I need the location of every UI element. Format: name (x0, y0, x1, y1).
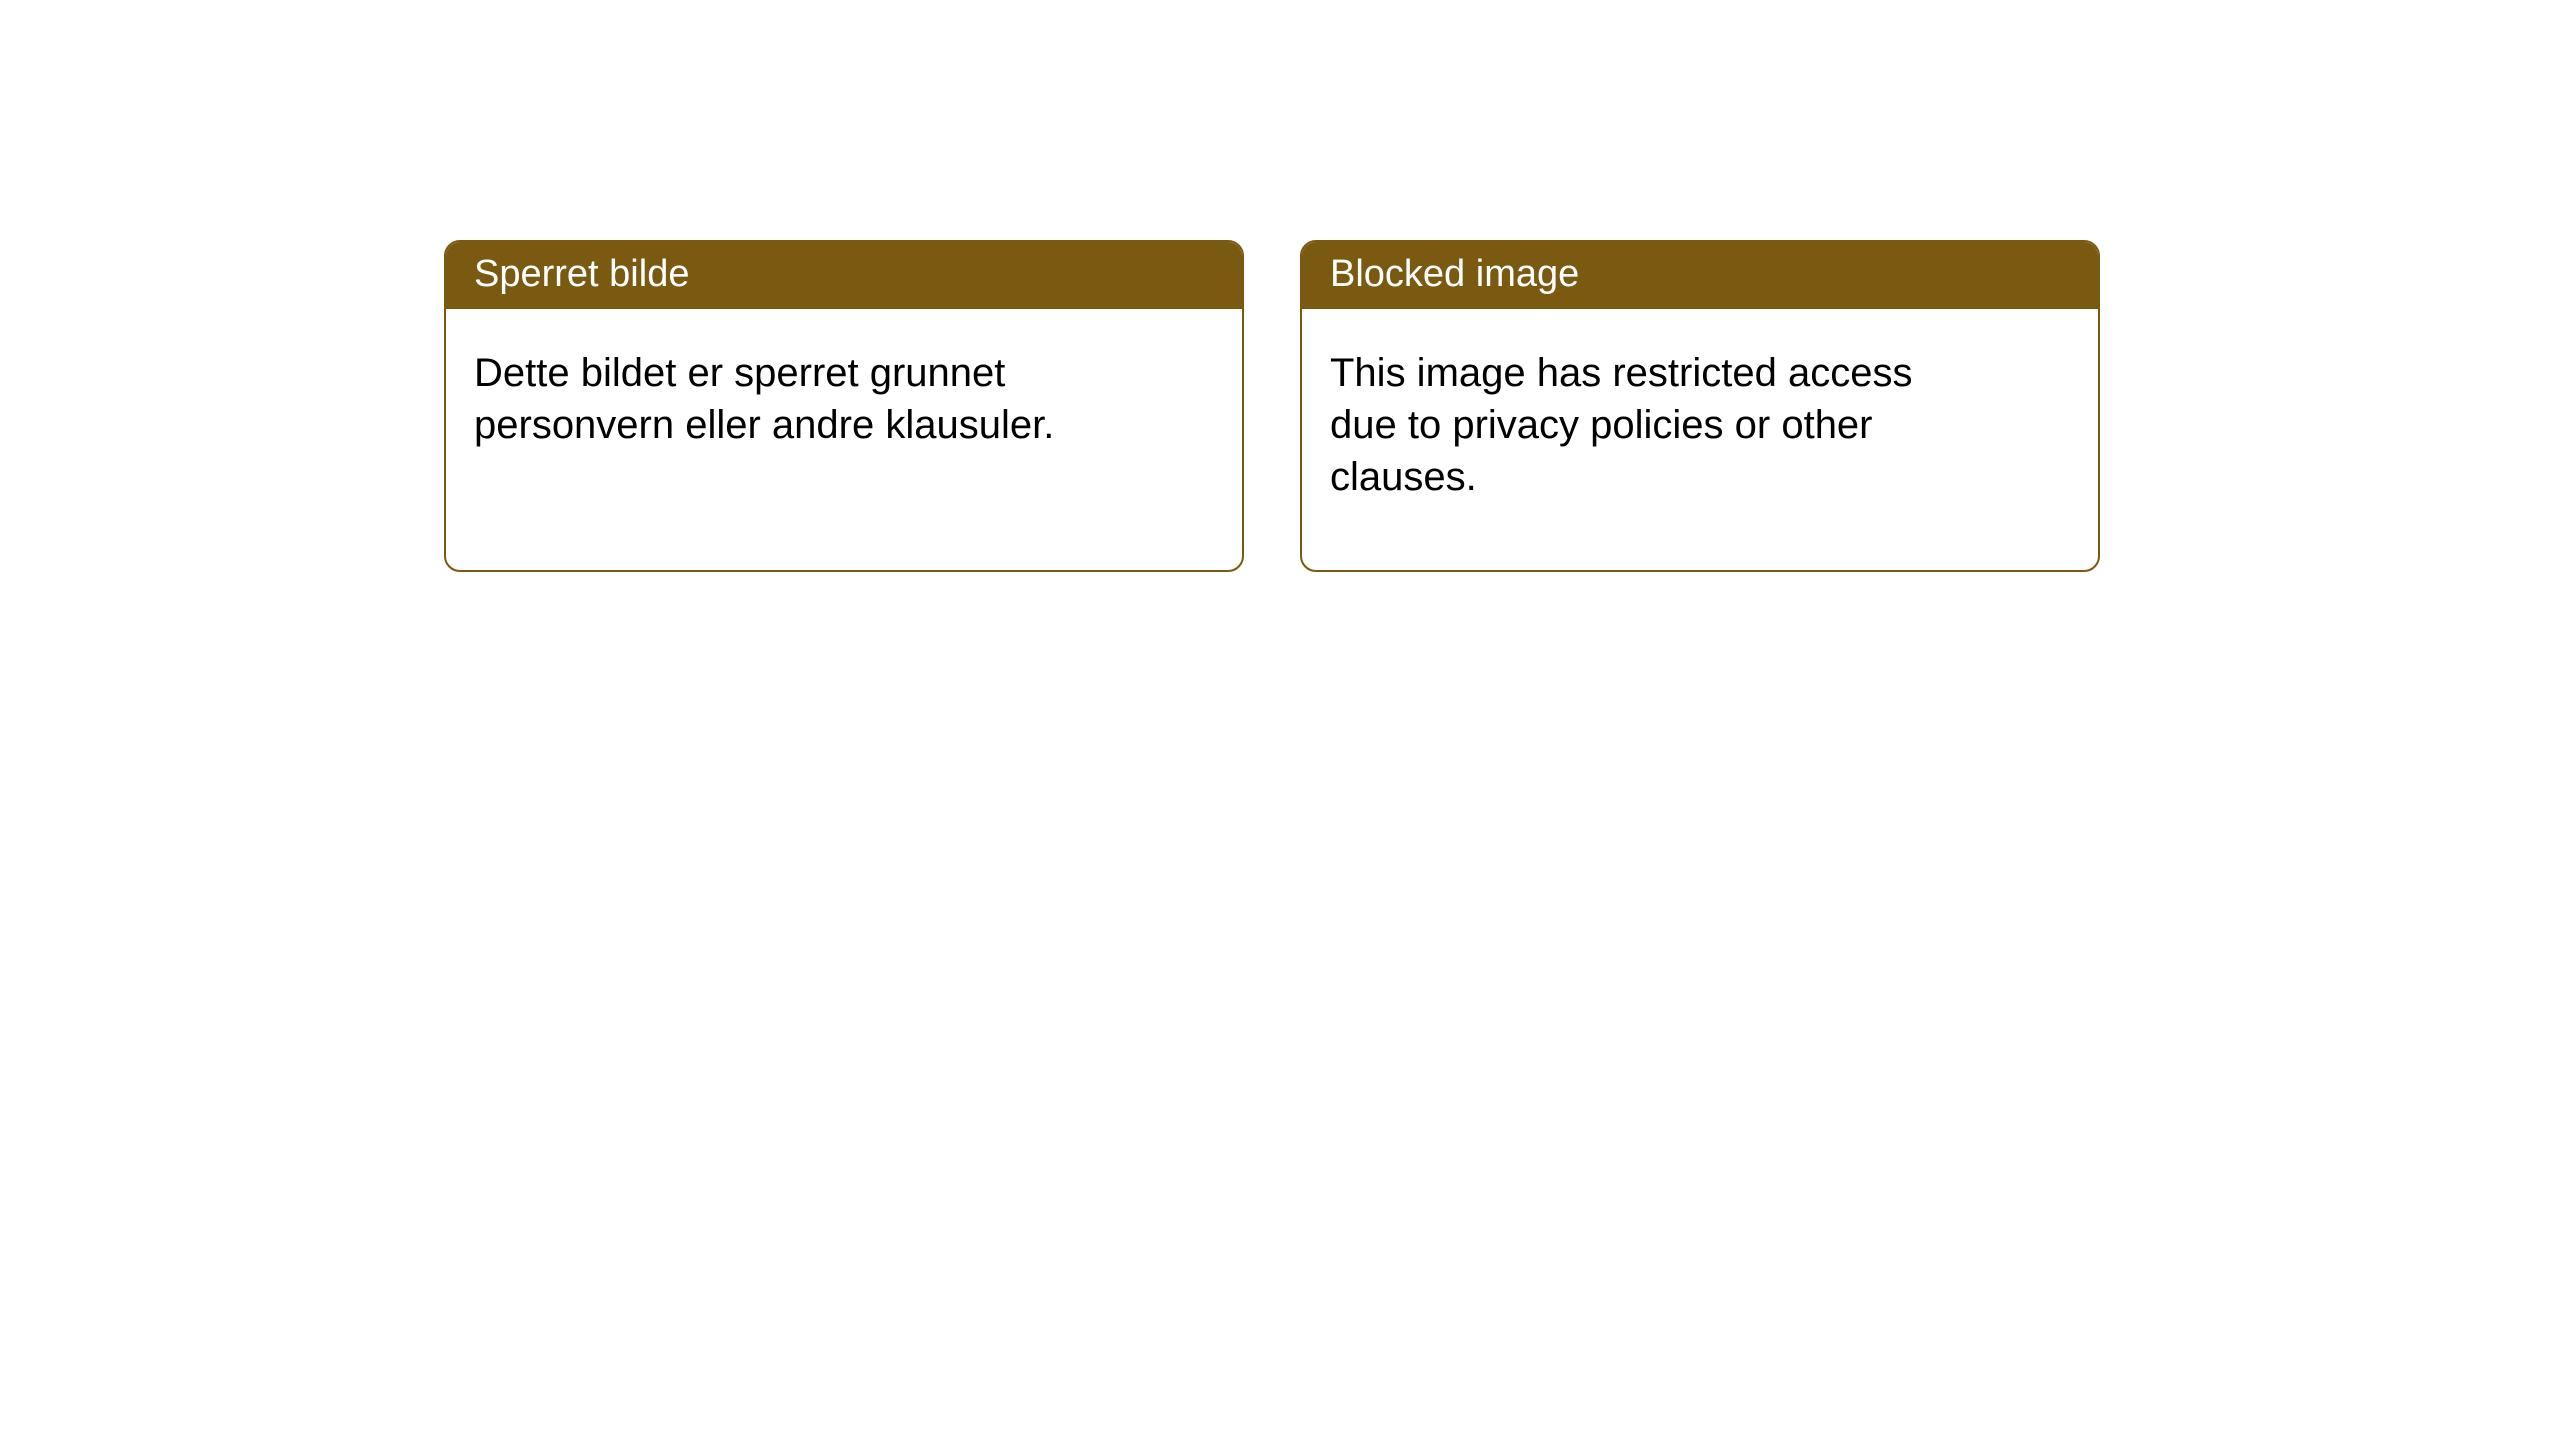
card-message: Dette bildet er sperret grunnet personve… (474, 351, 1054, 447)
card-header: Blocked image (1302, 242, 2098, 309)
card-body: This image has restricted access due to … (1302, 309, 1982, 541)
card-message: This image has restricted access due to … (1330, 351, 1912, 499)
card-body: Dette bildet er sperret grunnet personve… (446, 309, 1126, 489)
notice-container: Sperret bilde Dette bildet er sperret gr… (0, 0, 2560, 572)
blocked-image-card-norwegian: Sperret bilde Dette bildet er sperret gr… (444, 240, 1244, 572)
card-header: Sperret bilde (446, 242, 1242, 309)
card-title: Blocked image (1330, 253, 1579, 295)
card-title: Sperret bilde (474, 253, 689, 295)
blocked-image-card-english: Blocked image This image has restricted … (1300, 240, 2100, 572)
